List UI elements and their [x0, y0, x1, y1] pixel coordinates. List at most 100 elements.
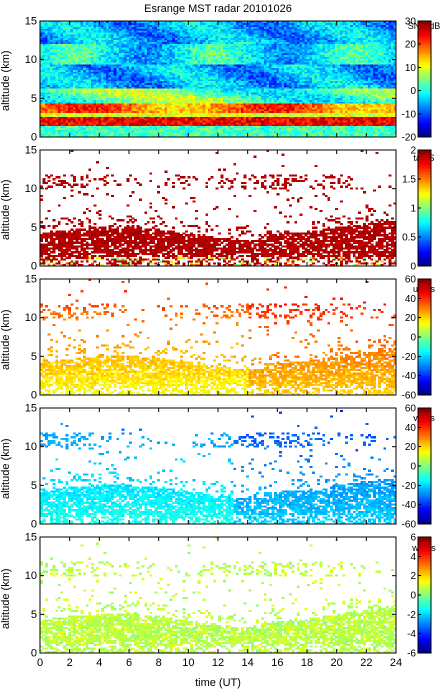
- heatmap-cell: [164, 35, 168, 39]
- heatmap-cell: [108, 52, 112, 56]
- heatmap-cell: [156, 79, 160, 82]
- heatmap-cell: [98, 120, 102, 123]
- heatmap-cell: [129, 35, 132, 39]
- heatmap-cell: [149, 41, 153, 44]
- heatmap-cell: [62, 99, 66, 102]
- heatmap-cell: [159, 93, 163, 97]
- heatmap-cell: [129, 92, 132, 95]
- heatmap-cell: [45, 80, 48, 84]
- heatmap-cell: [108, 65, 112, 69]
- heatmap-cell: [83, 116, 87, 119]
- heatmap-cell: [159, 88, 163, 91]
- heatmap-cell: [93, 90, 97, 93]
- heatmap-cell: [116, 52, 120, 56]
- heatmap-cell: [154, 92, 158, 95]
- heatmap-cell: [55, 60, 59, 63]
- heatmap-cell: [78, 122, 82, 125]
- heatmap-cell: [52, 105, 56, 108]
- heatmap-cell: [174, 114, 178, 117]
- heatmap-cell: [131, 95, 135, 99]
- heatmap-cell: [131, 39, 135, 42]
- heatmap-cell: [62, 56, 66, 59]
- heatmap-cell: [55, 37, 59, 41]
- heatmap-cell: [62, 108, 66, 112]
- heatmap-cell: [144, 30, 148, 33]
- heatmap-cell: [50, 54, 54, 57]
- heatmap-cell: [88, 107, 92, 110]
- heatmap-cell: [65, 67, 69, 70]
- heatmap-cell: [98, 133, 102, 136]
- heatmap-cell: [162, 103, 165, 106]
- heatmap-cell: [52, 39, 56, 42]
- heatmap-cell: [106, 69, 109, 72]
- heatmap-cell: [134, 79, 137, 82]
- heatmap-cell: [57, 30, 61, 33]
- heatmap-cell: [113, 32, 117, 35]
- heatmap-cell: [67, 34, 71, 37]
- heatmap-cell: [73, 67, 76, 70]
- heatmap-cell: [154, 129, 158, 132]
- heatmap-cell: [75, 120, 79, 123]
- heatmap-cell: [57, 79, 61, 82]
- heatmap-cell: [113, 43, 117, 46]
- heatmap-cell: [45, 129, 48, 132]
- heatmap-cell: [57, 62, 61, 65]
- heatmap-cell: [62, 88, 66, 91]
- heatmap-cell: [108, 116, 112, 119]
- heatmap-cell: [40, 21, 43, 24]
- heatmap-cell: [106, 133, 109, 136]
- heatmap-cell: [106, 49, 109, 52]
- heatmap-cell: [149, 21, 153, 24]
- heatmap-cell: [57, 129, 61, 132]
- heatmap-cell: [172, 64, 176, 67]
- heatmap-cell: [164, 65, 168, 69]
- heatmap-cell: [52, 52, 56, 56]
- heatmap-cell: [50, 88, 54, 91]
- heatmap-cell: [164, 90, 168, 93]
- heatmap-cell: [108, 43, 112, 46]
- heatmap-cell: [88, 22, 92, 26]
- heatmap-cell: [162, 86, 165, 89]
- heatmap-cell: [98, 92, 102, 95]
- heatmap-cell: [42, 79, 46, 82]
- heatmap-cell: [52, 90, 56, 93]
- heatmap-cell: [101, 79, 104, 82]
- heatmap-cell: [172, 47, 176, 50]
- heatmap-cell: [144, 58, 148, 61]
- heatmap-cell: [121, 65, 125, 69]
- heatmap-cell: [75, 52, 79, 56]
- heatmap-cell: [139, 114, 143, 117]
- heatmap-cell: [45, 67, 48, 70]
- heatmap-cell: [118, 47, 122, 50]
- heatmap-cell: [167, 28, 171, 31]
- heatmap-cell: [159, 79, 163, 82]
- heatmap-cell: [172, 26, 176, 29]
- heatmap-cell: [85, 49, 89, 52]
- heatmap-cell: [123, 62, 127, 65]
- heatmap-cell: [103, 34, 107, 37]
- heatmap-cell: [95, 123, 99, 127]
- heatmap-cell: [131, 67, 135, 70]
- heatmap-cell: [65, 123, 69, 127]
- heatmap-cell: [60, 127, 64, 130]
- heatmap-cell: [134, 69, 137, 72]
- heatmap-cell: [131, 97, 135, 100]
- heatmap-cell: [141, 75, 145, 78]
- heatmap-cell: [40, 127, 43, 130]
- heatmap-cell: [103, 26, 107, 29]
- heatmap-cell: [118, 90, 122, 93]
- heatmap-cell: [159, 58, 163, 61]
- heatmap-cell: [95, 120, 99, 123]
- heatmap-cell: [80, 99, 84, 102]
- heatmap-cell: [70, 122, 74, 125]
- heatmap-cell: [50, 131, 54, 134]
- heatmap-cell: [45, 58, 48, 61]
- heatmap-cell: [116, 125, 120, 128]
- heatmap-cell: [139, 26, 143, 29]
- heatmap-cell: [151, 101, 155, 104]
- heatmap-cell: [174, 118, 178, 121]
- heatmap-cell: [78, 73, 82, 76]
- heatmap-cell: [67, 101, 71, 104]
- heatmap-cell: [144, 120, 148, 123]
- heatmap-cell: [67, 99, 71, 102]
